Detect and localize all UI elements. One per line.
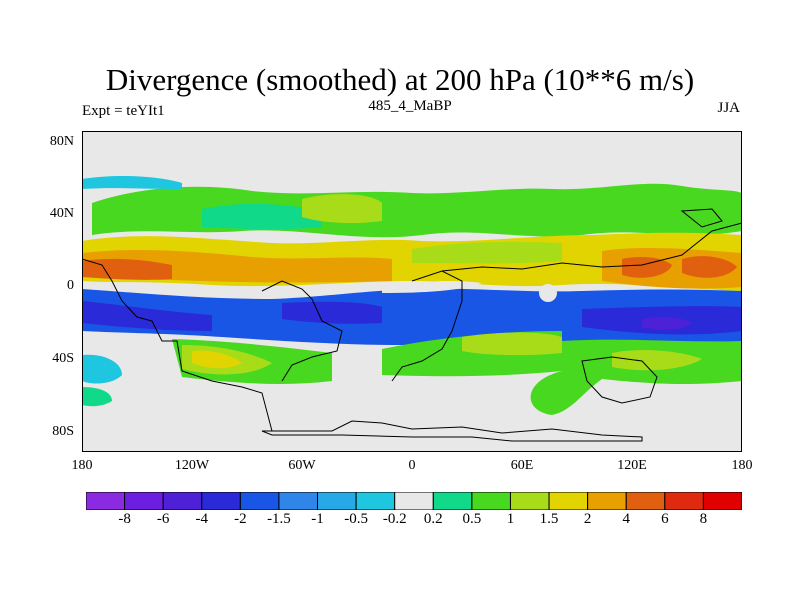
sh-yellow-patch-east (612, 350, 702, 371)
y-tick-label-40n: 40N (49, 206, 74, 221)
equatorial-convergence-band (82, 288, 742, 349)
coast-islands-north (680, 208, 723, 228)
coast-australia (581, 356, 658, 404)
coastlines (82, 208, 742, 442)
colorbar-label: 0.2 (423, 511, 443, 527)
y-tick-label-80n: 80N (49, 134, 74, 149)
x-tick-label-60e: 60E (510, 458, 534, 473)
y-tick-label-eq: 0 (67, 278, 74, 293)
equatorial-deep-blue-west (82, 301, 212, 331)
colorbar-box (355, 492, 396, 510)
colorbar-label: 6 (661, 511, 669, 527)
equatorial-light-gap (382, 281, 482, 293)
colorbar-label: -8 (118, 511, 131, 527)
colorbar-box (432, 492, 473, 510)
tropical-red-core-east (622, 257, 672, 278)
case-label: 485_4_MaBP (368, 98, 452, 114)
colorbar-label: -6 (156, 511, 170, 527)
colorbar-box (702, 492, 742, 510)
divergence-map (82, 131, 742, 452)
nh-teal-patch (202, 203, 322, 230)
plot-title: Divergence (smoothed) at 200 hPa (10**6 … (105, 62, 695, 97)
nh-yellow-patch (302, 194, 382, 224)
colorbar-box (278, 492, 319, 510)
colorbar-box (548, 492, 589, 510)
colorbar-box (124, 492, 164, 510)
colorbar-box (86, 492, 126, 510)
colorbar-box (317, 492, 357, 510)
colorbar-label: -0.5 (344, 511, 368, 527)
colorbar-box (162, 492, 203, 510)
colorbar-box (394, 492, 434, 510)
sh-teal-patch-low (82, 387, 112, 407)
colorbar-box (471, 492, 511, 510)
season-label: JJA (717, 100, 740, 116)
colorbar-label: 1.5 (539, 511, 559, 527)
nh-cyan-strip (82, 176, 182, 189)
y-tick-label-80s: 80S (52, 424, 74, 439)
sh-yellow-core-west (192, 350, 242, 369)
colorbar-label: 2 (583, 511, 592, 527)
sh-cyan-patch (82, 354, 122, 384)
x-tick-label-60w: 60W (288, 458, 316, 473)
colorbar-label: 8 (699, 511, 708, 527)
colorbar-label: -2 (234, 511, 247, 527)
colorbar-label: 1 (506, 511, 515, 527)
colorbar-label: -1.5 (267, 511, 291, 527)
colorbar-box (587, 492, 627, 510)
x-tick-label-120w: 120W (174, 458, 210, 473)
coast-south-america (261, 280, 343, 382)
colorbar-label: -1 (311, 511, 324, 527)
coast-antarctica (261, 420, 643, 442)
coast-americas (82, 258, 282, 432)
equatorial-deep-blue-mid (282, 301, 382, 324)
equatorial-light-spot (539, 284, 557, 302)
colorbar-label: -0.2 (382, 511, 407, 527)
tropical-red-core-east2 (682, 256, 737, 278)
equatorial-purple-east (642, 316, 692, 330)
colorbar (86, 492, 742, 510)
coast-africa (391, 270, 463, 382)
colorbar-box (625, 492, 666, 510)
x-tick-label-180e: 180 (731, 458, 753, 473)
x-tick-label-180w: 180 (71, 458, 93, 473)
colorbar-label: 4 (622, 511, 630, 527)
colorbar-box (201, 492, 241, 510)
colorbar-box (239, 492, 280, 510)
coast-asia (441, 222, 742, 272)
colorbar-label: 0.5 (462, 511, 482, 527)
tropical-yellow-mid (412, 241, 562, 264)
y-tick-label-40s: 40S (52, 351, 74, 366)
map-frame (82, 131, 742, 452)
x-tick-label-120e: 120E (617, 458, 647, 473)
colorbar-label: -4 (195, 511, 209, 527)
colorbar-box (509, 492, 550, 510)
colorbar-box (664, 492, 704, 510)
tropical-red-core-west (82, 258, 172, 280)
x-tick-label-0: 0 (408, 458, 416, 473)
sh-yellow-patch-mid (462, 332, 562, 356)
experiment-label: Expt = teYIt1 (82, 103, 165, 119)
